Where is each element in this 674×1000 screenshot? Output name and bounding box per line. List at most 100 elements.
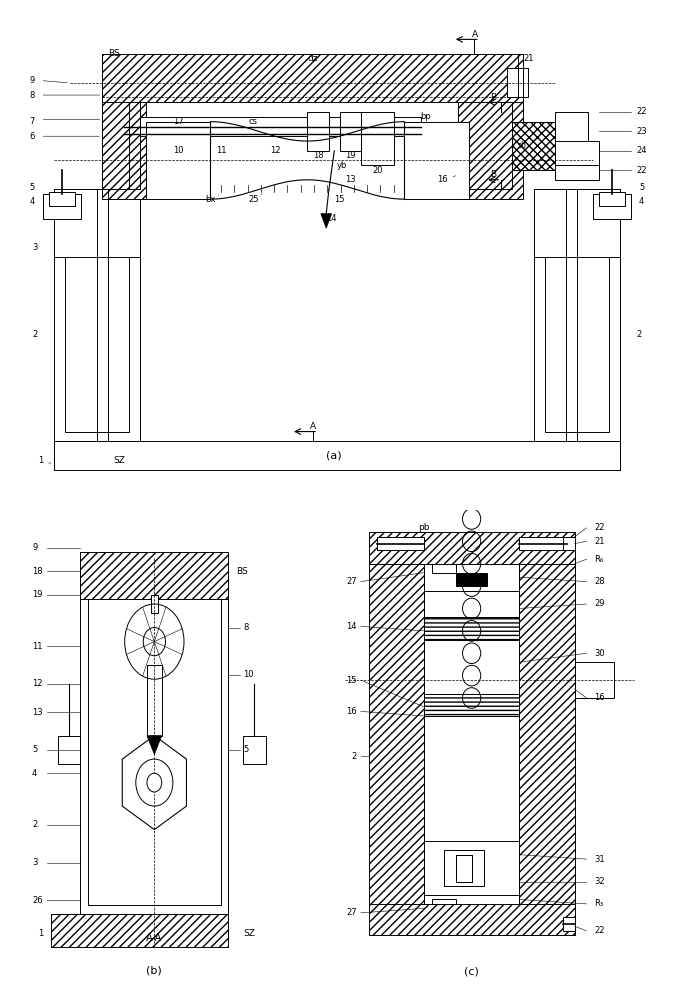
Text: SZ: SZ: [113, 456, 125, 465]
Bar: [369, 904, 574, 935]
Bar: [80, 576, 228, 914]
Text: bp: bp: [421, 112, 431, 121]
Bar: [147, 665, 162, 736]
Bar: [424, 694, 519, 716]
Bar: [369, 541, 574, 935]
Bar: [444, 850, 483, 886]
Text: 4: 4: [32, 769, 37, 778]
Text: 4: 4: [639, 197, 644, 206]
Bar: [424, 841, 519, 895]
Bar: [58, 736, 80, 764]
Bar: [43, 194, 81, 219]
Text: 17: 17: [173, 117, 183, 126]
Bar: [545, 199, 609, 432]
Bar: [424, 694, 519, 716]
Text: 7: 7: [30, 117, 35, 126]
Text: yb: yb: [337, 161, 348, 170]
Text: 10: 10: [173, 146, 183, 155]
Bar: [432, 564, 456, 573]
Text: 27: 27: [346, 908, 357, 917]
Text: BS: BS: [236, 567, 247, 576]
Bar: [102, 102, 146, 199]
Text: 16: 16: [594, 694, 605, 702]
Text: 26: 26: [32, 896, 42, 905]
Text: 2: 2: [32, 330, 38, 339]
Text: (c): (c): [464, 966, 479, 976]
Text: 15: 15: [334, 195, 345, 204]
Bar: [593, 194, 631, 219]
Bar: [54, 441, 620, 470]
Text: 12: 12: [270, 146, 280, 155]
Text: dz: dz: [307, 54, 318, 63]
Text: 21: 21: [523, 54, 534, 63]
Text: A-A: A-A: [146, 933, 162, 943]
Text: 6: 6: [30, 132, 35, 141]
Text: 24: 24: [636, 146, 647, 155]
Text: 22: 22: [636, 166, 647, 175]
Bar: [534, 189, 620, 441]
Text: 5: 5: [30, 183, 35, 192]
Bar: [519, 564, 574, 913]
Text: 11: 11: [216, 146, 226, 155]
Text: 27: 27: [346, 577, 357, 586]
Bar: [574, 662, 614, 698]
Bar: [555, 165, 599, 180]
Text: 1: 1: [38, 456, 43, 465]
Text: 9: 9: [32, 543, 37, 552]
Text: 16: 16: [346, 707, 357, 716]
Text: BS: BS: [108, 49, 119, 58]
Bar: [369, 564, 424, 913]
Text: 13: 13: [345, 175, 356, 184]
Text: 19: 19: [32, 590, 42, 599]
Text: 22: 22: [636, 107, 647, 116]
Text: 14: 14: [346, 622, 357, 631]
Text: cs: cs: [249, 117, 258, 126]
Bar: [124, 117, 421, 136]
Bar: [424, 617, 519, 640]
Bar: [146, 122, 210, 199]
Text: A: A: [309, 422, 316, 431]
Text: 14: 14: [326, 214, 337, 223]
Text: (b): (b): [146, 966, 162, 976]
Text: 3: 3: [32, 858, 37, 867]
Bar: [563, 917, 574, 931]
Text: (a): (a): [326, 451, 342, 461]
Polygon shape: [321, 214, 332, 228]
Text: 1: 1: [38, 928, 43, 938]
Bar: [340, 112, 361, 151]
Bar: [88, 585, 221, 905]
Text: 10: 10: [243, 670, 254, 679]
Text: 9: 9: [30, 76, 35, 85]
Bar: [80, 552, 228, 599]
Text: 8: 8: [30, 91, 35, 100]
Bar: [563, 537, 574, 550]
Text: 23: 23: [636, 127, 647, 136]
Bar: [555, 141, 599, 165]
Bar: [243, 736, 266, 764]
Text: 2: 2: [32, 820, 37, 829]
Text: 29: 29: [594, 599, 605, 608]
Text: 22: 22: [594, 926, 605, 935]
Bar: [507, 68, 528, 97]
Text: 19: 19: [345, 151, 356, 160]
Bar: [534, 189, 620, 257]
Bar: [456, 855, 472, 882]
Bar: [424, 564, 519, 913]
Text: 15: 15: [346, 676, 357, 685]
Bar: [49, 192, 75, 206]
Text: SZ: SZ: [243, 928, 255, 938]
Text: 32: 32: [594, 877, 605, 886]
Text: 8: 8: [243, 623, 249, 632]
Bar: [369, 532, 574, 564]
Text: 20: 20: [372, 166, 383, 175]
Text: 21: 21: [594, 537, 605, 546]
Bar: [51, 914, 228, 947]
Bar: [54, 189, 140, 257]
Bar: [456, 573, 487, 586]
Bar: [377, 537, 424, 550]
Text: sb: sb: [518, 141, 526, 150]
Bar: [151, 595, 158, 613]
Bar: [424, 564, 519, 591]
Bar: [361, 112, 394, 165]
Bar: [512, 122, 555, 170]
